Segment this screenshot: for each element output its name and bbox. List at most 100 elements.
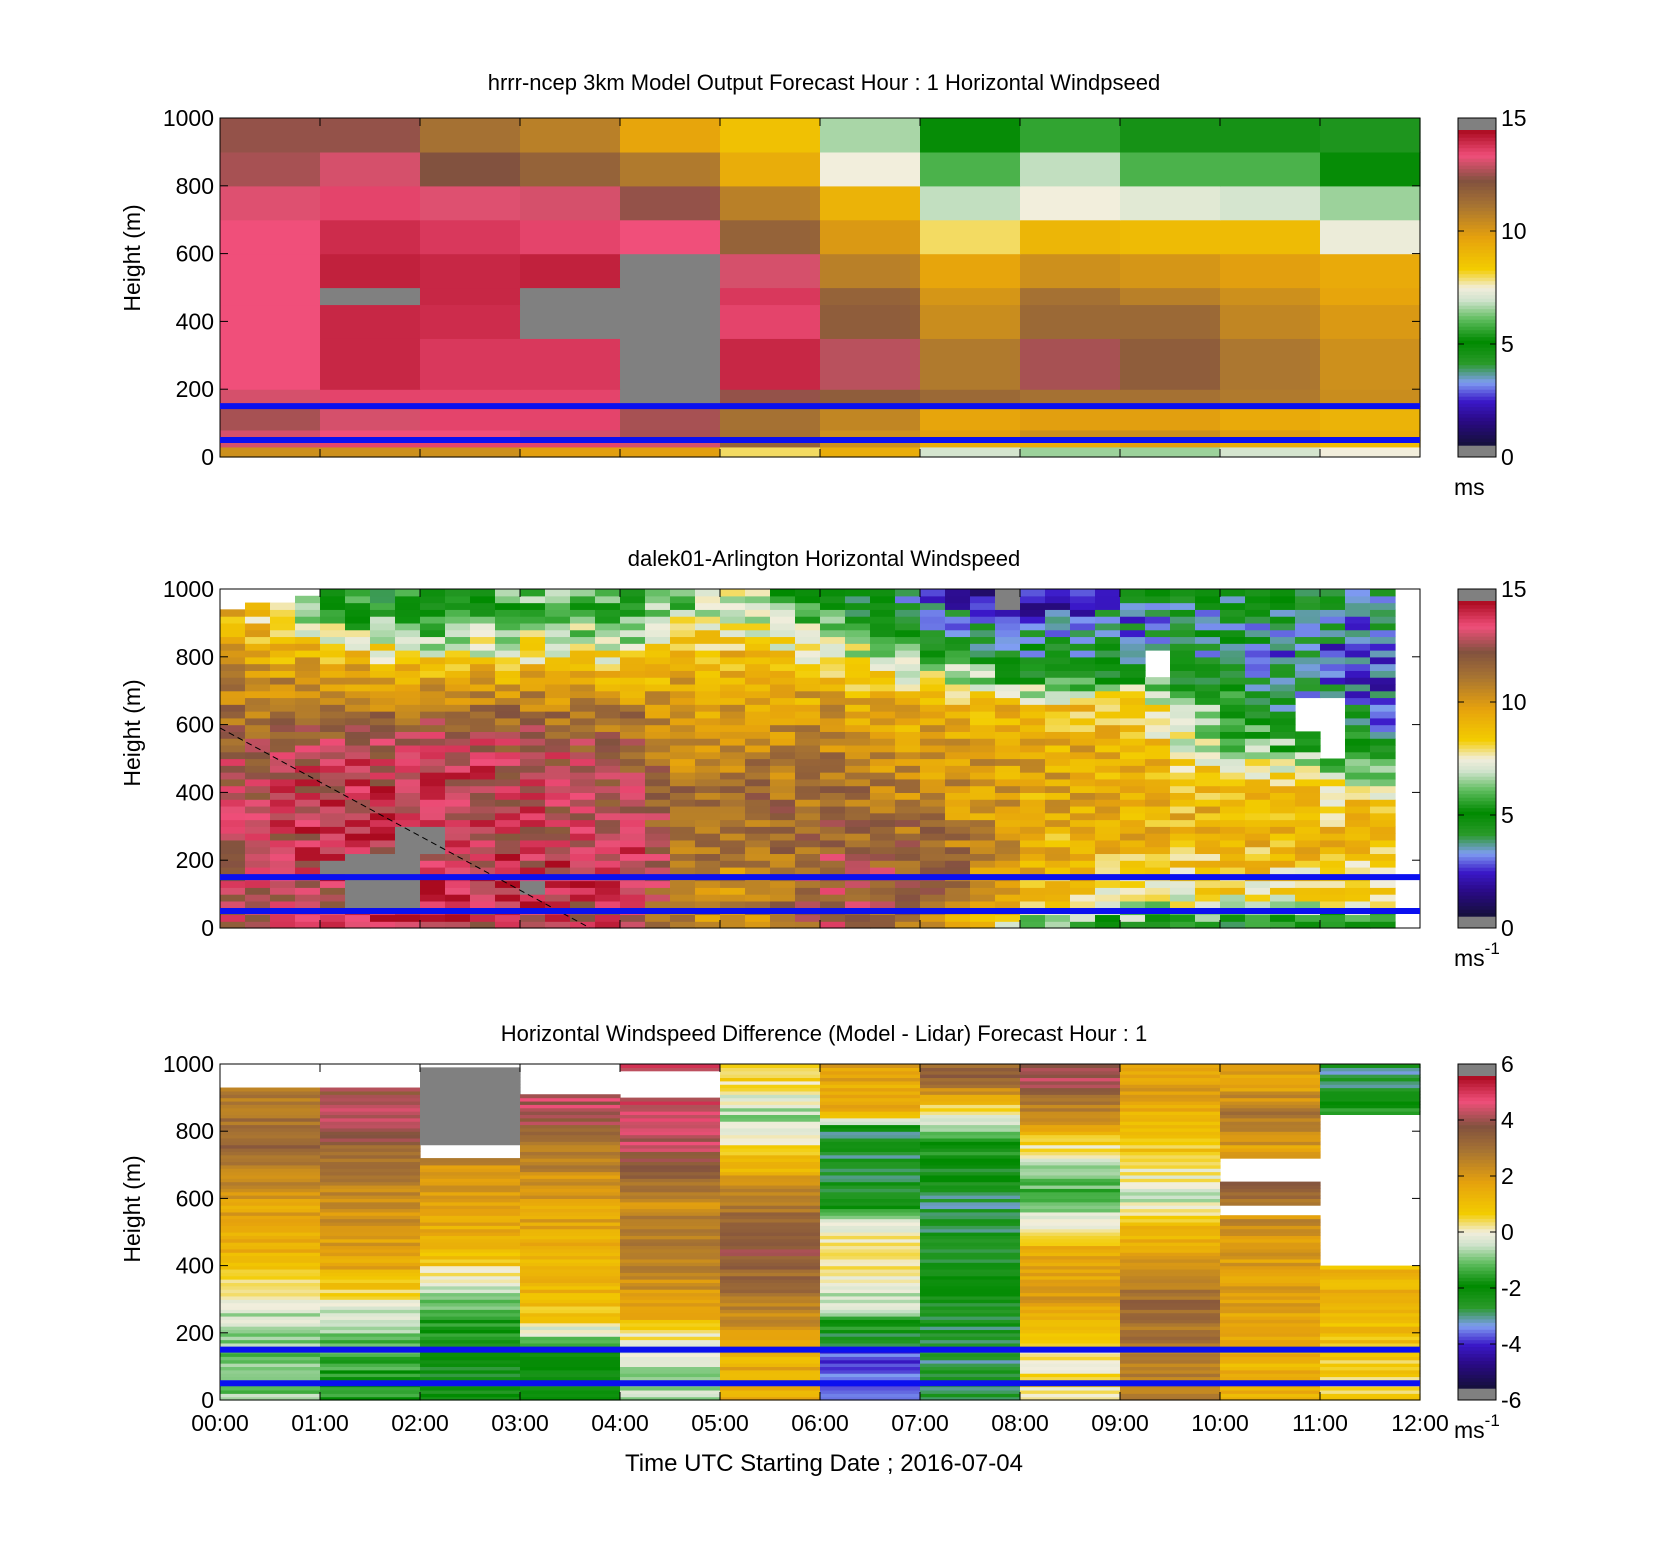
- heatmap-cell: [1320, 185, 1421, 221]
- heatmap-cell: [345, 738, 371, 746]
- heatmap-cell: [420, 219, 521, 255]
- heatmap-cell: [820, 1208, 921, 1213]
- heatmap-cell: [1220, 1376, 1321, 1381]
- colorbar-segment: [1458, 175, 1496, 180]
- heatmap-cell: [920, 1137, 1021, 1142]
- heatmap-cell: [620, 429, 721, 441]
- heatmap-cell: [520, 1332, 621, 1337]
- heatmap-cell: [1320, 1396, 1421, 1401]
- heatmap-cell: [795, 656, 821, 665]
- colorbar-segment: [1458, 287, 1496, 292]
- heatmap-cell: [695, 616, 721, 624]
- heatmap-cell: [1220, 185, 1321, 221]
- colorbar-segment: [1458, 769, 1496, 774]
- heatmap-cell: [1320, 819, 1346, 827]
- colorbar-segment: [1458, 158, 1496, 163]
- heatmap-cell: [320, 1369, 421, 1374]
- heatmap-cell: [620, 589, 646, 597]
- heatmap-cell: [1270, 853, 1296, 861]
- heatmap-cell: [245, 609, 271, 617]
- heatmap-cell: [245, 894, 271, 902]
- heatmap-cell: [320, 880, 346, 888]
- heatmap-cell: [470, 880, 496, 888]
- colorbar-segment: [1458, 713, 1496, 718]
- heatmap-cell: [695, 799, 721, 807]
- heatmap-cell: [470, 609, 496, 617]
- heatmap-cell: [1120, 1352, 1221, 1357]
- heatmap-cell: [645, 589, 671, 597]
- heatmap-cell: [1295, 833, 1321, 841]
- heatmap-cell: [945, 860, 971, 868]
- heatmap-cell: [770, 616, 796, 624]
- heatmap-cell: [920, 1124, 1021, 1129]
- heatmap-cell: [620, 636, 646, 644]
- heatmap-cell: [595, 839, 621, 848]
- heatmap-cell: [320, 1208, 421, 1213]
- heatmap-cell: [420, 1235, 521, 1240]
- heatmap-cell: [795, 860, 821, 868]
- heatmap-cell: [495, 663, 521, 671]
- heatmap-cell: [970, 860, 996, 868]
- colorbar-segment: [1458, 385, 1496, 390]
- heatmap-cell: [345, 860, 371, 868]
- heatmap-cell: [1345, 751, 1371, 760]
- heatmap-cell: [820, 1272, 921, 1277]
- heatmap-cell: [870, 921, 896, 929]
- heatmap-cell: [770, 785, 796, 793]
- heatmap-cell: [845, 697, 871, 705]
- heatmap-cell: [1320, 656, 1346, 665]
- heatmap-cell: [320, 1174, 421, 1179]
- heatmap-cell: [1320, 429, 1421, 441]
- heatmap-cell: [1020, 1087, 1121, 1092]
- heatmap-cell: [920, 429, 1021, 441]
- heatmap-cell: [720, 785, 746, 793]
- heatmap-cell: [645, 833, 671, 841]
- heatmap-cell: [1320, 1080, 1421, 1085]
- heatmap-cell: [420, 799, 446, 807]
- heatmap-cell: [1220, 839, 1246, 848]
- heatmap-cell: [845, 880, 871, 888]
- heatmap-cell: [295, 866, 321, 875]
- heatmap-cell: [1220, 389, 1321, 407]
- heatmap-cell: [1195, 717, 1221, 726]
- heatmap-cell: [1120, 446, 1221, 458]
- heatmap-cell: [520, 1386, 621, 1391]
- heatmap-cell: [1020, 860, 1046, 868]
- colorbar-segment: [1458, 839, 1496, 844]
- heatmap-cell: [320, 151, 421, 187]
- heatmap-cell: [570, 792, 596, 800]
- colorbar-tick-label: 10: [1501, 689, 1527, 715]
- heatmap-cell: [1295, 894, 1321, 902]
- heatmap-cell: [970, 778, 996, 787]
- y-tick-label: 200: [176, 1320, 214, 1346]
- heatmap-cell: [320, 304, 421, 339]
- heatmap-cell: [420, 1272, 521, 1277]
- heatmap-cell: [645, 697, 671, 705]
- heatmap-cell: [270, 833, 296, 841]
- colorbar-segment: [1458, 154, 1496, 159]
- heatmap-cell: [645, 656, 671, 665]
- heatmap-cell: [820, 1067, 921, 1072]
- heatmap-cell: [620, 1295, 721, 1300]
- heatmap-cell: [1195, 697, 1221, 705]
- heatmap-cell: [1320, 1319, 1421, 1324]
- heatmap-cell: [1320, 860, 1346, 868]
- heatmap-cell: [1220, 1369, 1321, 1374]
- heatmap-cell: [720, 1336, 821, 1341]
- colorbar-segment: [1458, 1245, 1496, 1251]
- heatmap-cell: [1045, 887, 1071, 895]
- heatmap-cell: [895, 833, 921, 841]
- heatmap-cell: [1020, 1275, 1121, 1280]
- heatmap-cell: [420, 670, 446, 678]
- heatmap-cell: [520, 1235, 621, 1240]
- heatmap-cell: [520, 253, 621, 289]
- heatmap-cell: [1120, 1097, 1221, 1102]
- heatmap-cell: [845, 758, 871, 766]
- heatmap-cell: [1020, 765, 1046, 773]
- heatmap-cell: [1170, 589, 1196, 597]
- heatmap-cell: [1020, 602, 1046, 610]
- heatmap-cell: [1270, 792, 1296, 800]
- heatmap-cell: [970, 758, 996, 766]
- heatmap-cell: [1220, 287, 1321, 306]
- heatmap-cell: [1345, 744, 1371, 753]
